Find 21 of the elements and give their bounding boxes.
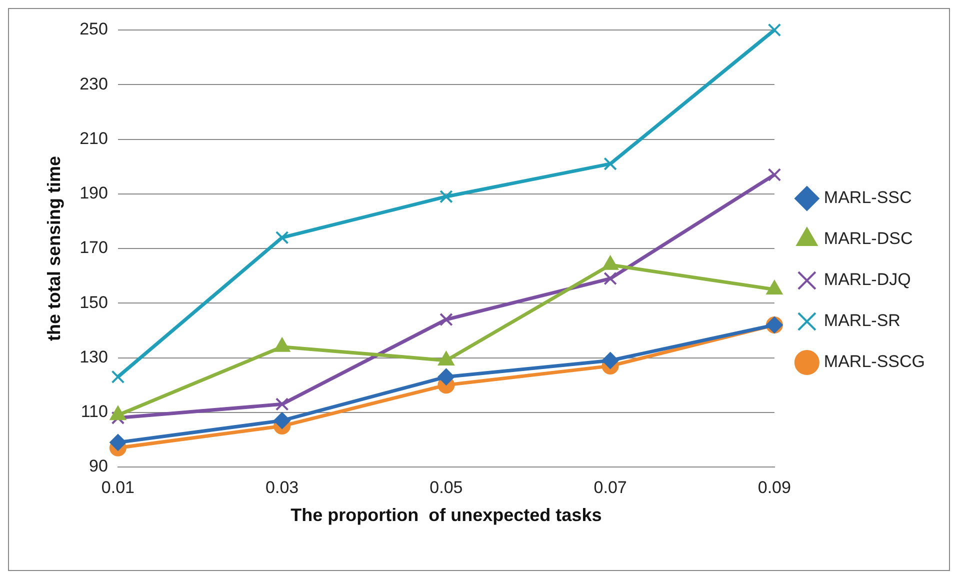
legend-label: MARL-SR [824,311,900,330]
y-tick-label: 130 [80,347,108,366]
x-tick-label: 0.03 [266,478,299,497]
y-tick-label: 210 [80,128,108,148]
y-tick-label: 190 [80,184,108,203]
legend-label: MARL-DSC [824,229,913,248]
y-tick-label: 90 [89,456,108,476]
x-tick-label: 0.09 [758,478,791,497]
y-tick-label: 170 [80,238,108,258]
x-tick-label: 0.07 [594,478,627,497]
x-axis-title: The proportion of unexpected tasks [290,505,602,526]
y-tick-label: 250 [80,20,108,39]
legend-label: MARL-SSCG [824,352,926,372]
legend-label: MARL-SSC [824,188,912,208]
x-tick-label: 0.05 [430,478,463,497]
y-axis-title: the total sensing time [44,156,64,342]
y-tick-label: 110 [80,402,108,422]
x-tick-label: 0.01 [101,478,135,497]
legend-label: MARL-DJQ [824,270,911,290]
y-tick-label: 150 [80,292,108,312]
y-tick-label: 230 [80,74,108,94]
